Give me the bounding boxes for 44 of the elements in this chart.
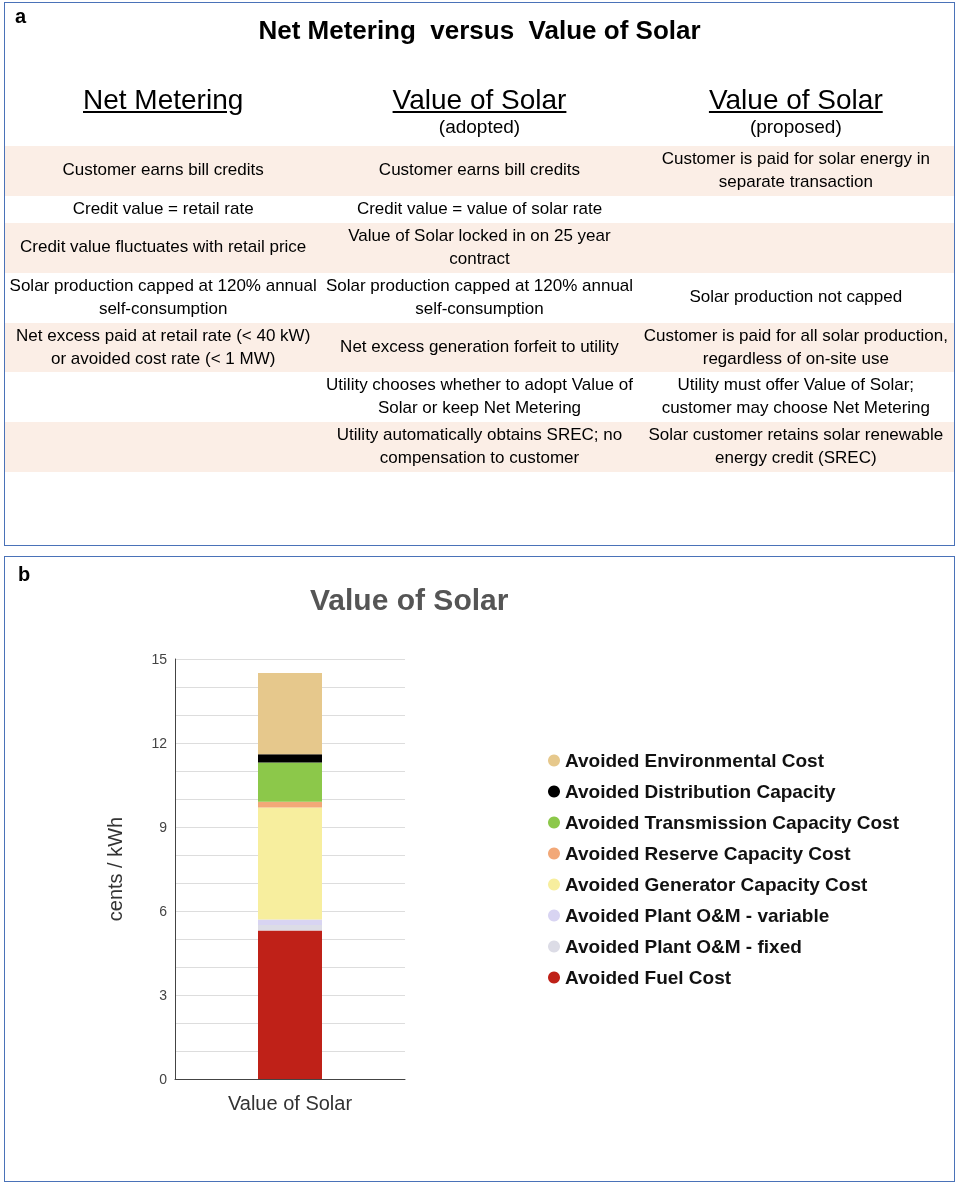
text: Utility chooses whether to adopt Value of Solar or keep Net Metering xyxy=(325,374,634,420)
text: Value of Solar (adopted) xyxy=(391,84,568,138)
text: Customer is paid for solar energy in separate transaction xyxy=(637,146,954,196)
legend-label: Avoided Plant O&M - fixed xyxy=(565,936,802,957)
text: Value of Solar (proposed) xyxy=(707,84,884,138)
y-axis-title: cents / kWh xyxy=(104,816,126,922)
text: Credit value = retail rate xyxy=(71,197,255,220)
text: b xyxy=(18,563,31,585)
bar xyxy=(258,762,322,802)
text: Net Metering versus Value of Solar xyxy=(258,15,701,45)
y-tick-label: 15 xyxy=(151,651,168,667)
legend-label: Avoided Transmission Capacity Cost xyxy=(565,812,900,833)
text: Utility must offer Value of Solar; customer may choose Net Metering xyxy=(660,374,931,420)
legend-label: Avoided Generator Capacity Cost xyxy=(565,874,868,895)
text: Net Metering xyxy=(83,84,244,115)
text: Credit value = value of solar rate xyxy=(355,197,604,220)
text: Customer earns bill credits xyxy=(321,146,638,196)
y-tick-label: 3 xyxy=(159,987,168,1003)
text: Value of Solar locked in on 25 year contract xyxy=(321,222,638,273)
bar xyxy=(258,754,322,763)
y-tick-label: 0 xyxy=(159,1071,168,1087)
text: Solar production capped at 120% annual self-consumption xyxy=(324,274,635,320)
chart-title: Value of Solar xyxy=(310,582,509,616)
legend-label: Avoided Environmental Cost xyxy=(565,750,825,771)
bar xyxy=(258,673,322,755)
legend-label: Avoided Fuel Cost xyxy=(565,967,732,988)
bar xyxy=(258,807,322,920)
legend-label: Avoided Distribution Capacity xyxy=(565,781,837,802)
text: Net excess generation forfeit to utility xyxy=(321,322,638,373)
text: Solar production not capped xyxy=(688,286,904,309)
text: Solar customer retains solar renewable energy credit (SREC) xyxy=(637,422,954,473)
y-tick-label: 6 xyxy=(159,903,168,919)
text: a xyxy=(15,5,27,28)
text: Utility automatically obtains SREC; no compensation to customer xyxy=(321,422,638,473)
bar xyxy=(258,930,322,1079)
text: Customer is paid for all solar production, regardless of on-site use xyxy=(637,322,954,373)
text: Solar production capped at 120% annual self-consumption xyxy=(8,274,318,320)
y-tick-label: 12 xyxy=(151,735,168,751)
text: Credit value fluctuates with retail price xyxy=(5,222,322,273)
text: Net excess paid at retail rate (< 40 kW) or avoided cost rate (< 1 MW) xyxy=(5,322,322,373)
text: Customer earns bill credits xyxy=(5,146,322,196)
legend-label: Avoided Reserve Capacity Cost xyxy=(565,843,852,864)
y-tick-label: 9 xyxy=(159,819,168,835)
legend-label: Avoided Plant O&M - variable xyxy=(565,905,830,926)
